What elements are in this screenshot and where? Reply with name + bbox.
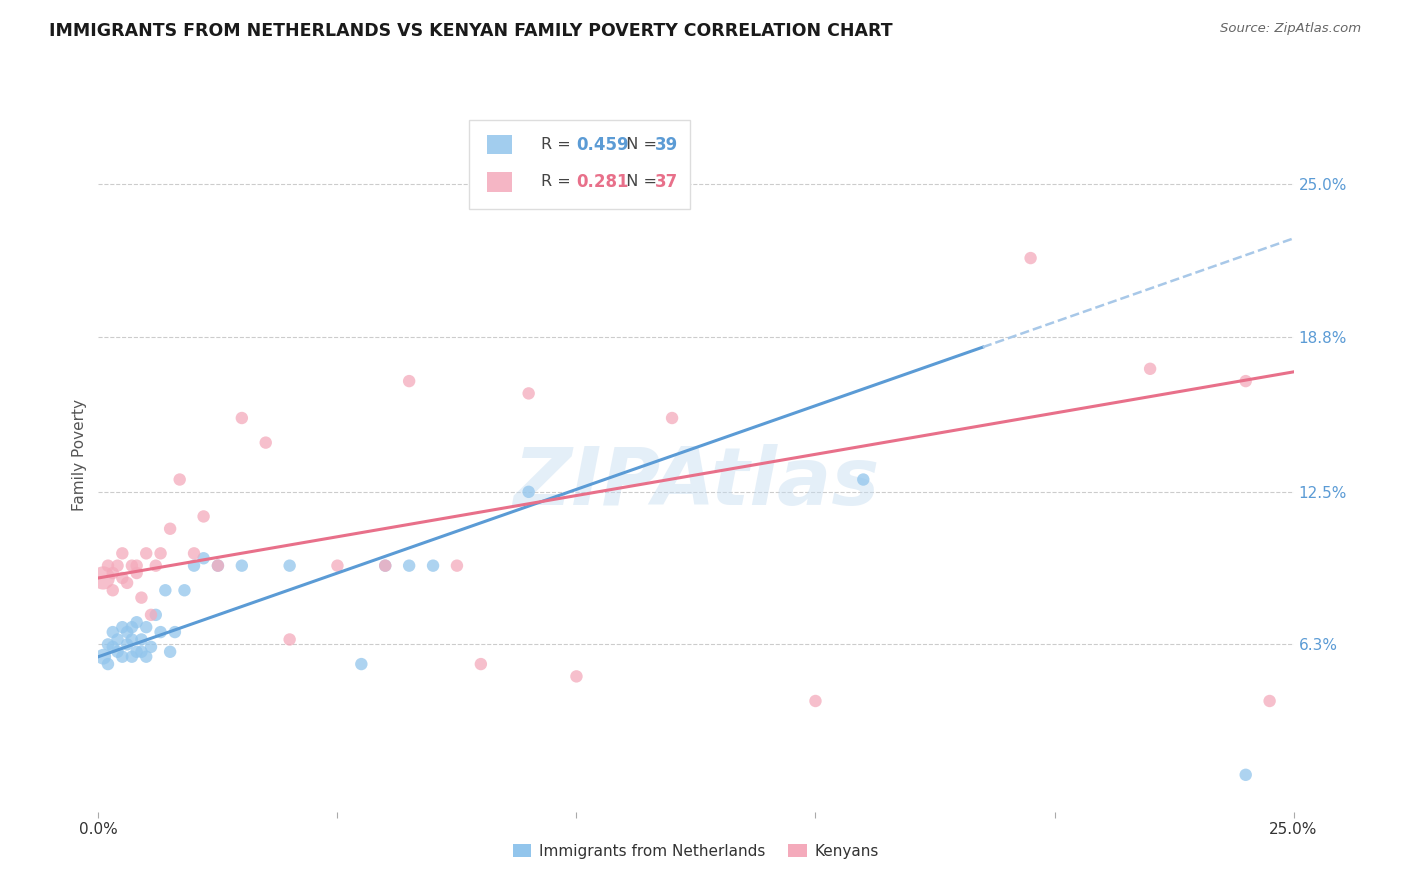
Point (231, 411, 253, 425)
Point (193, 509, 215, 524)
Point (1234, 374, 1257, 388)
Text: ZIPAtlas: ZIPAtlas (513, 444, 879, 523)
Point (517, 484, 540, 499)
Point (139, 640, 162, 654)
Text: N =: N = (616, 137, 662, 152)
Text: IMMIGRANTS FROM NETHERLANDS VS KENYAN FAMILY POVERTY CORRELATION CHART: IMMIGRANTS FROM NETHERLANDS VS KENYAN FA… (49, 22, 893, 40)
Point (125, 645, 148, 659)
Point (115, 575, 138, 590)
Point (350, 657, 373, 671)
Point (111, 649, 134, 664)
Point (231, 558, 253, 573)
Text: 39: 39 (655, 136, 679, 153)
Point (131, 645, 153, 659)
Point (139, 607, 162, 622)
Text: 37: 37 (655, 173, 679, 191)
Point (111, 571, 134, 585)
Point (111, 546, 134, 560)
Point (131, 591, 153, 605)
Point (163, 625, 186, 640)
Point (398, 374, 420, 388)
Point (852, 473, 875, 487)
Point (207, 558, 229, 573)
Point (173, 583, 195, 598)
Point (135, 649, 157, 664)
Point (159, 522, 181, 536)
Point (422, 558, 444, 573)
Point (193, 551, 215, 566)
Point (254, 435, 277, 450)
Point (115, 637, 138, 651)
Point (1234, 768, 1257, 782)
Point (131, 632, 153, 647)
Point (101, 583, 124, 598)
Text: Source: ZipAtlas.com: Source: ZipAtlas.com (1220, 22, 1361, 36)
Legend: Immigrants from Netherlands, Kenyans: Immigrants from Netherlands, Kenyans (508, 838, 884, 864)
Point (107, 632, 129, 647)
Point (125, 566, 148, 580)
Point (804, 694, 827, 708)
Point (207, 558, 229, 573)
Point (565, 669, 588, 683)
Point (121, 649, 143, 664)
Point (107, 645, 129, 659)
Point (121, 558, 143, 573)
Point (145, 558, 167, 573)
Point (125, 558, 148, 573)
Point (398, 558, 420, 573)
Point (101, 625, 124, 640)
Point (155, 583, 177, 598)
Text: 0.459: 0.459 (576, 136, 628, 153)
Point (107, 558, 129, 573)
Point (278, 632, 301, 647)
Point (446, 558, 468, 573)
Text: N =: N = (616, 174, 662, 189)
Point (326, 558, 349, 573)
Point (1019, 251, 1042, 265)
Point (374, 558, 396, 573)
Text: R =: R = (541, 174, 575, 189)
Point (97, 637, 120, 651)
Point (1258, 694, 1281, 708)
Point (1139, 361, 1161, 376)
Point (101, 640, 124, 654)
Point (111, 620, 134, 634)
Point (91, 649, 114, 664)
FancyBboxPatch shape (486, 171, 512, 192)
Point (183, 546, 205, 560)
Point (661, 411, 683, 425)
Point (169, 473, 191, 487)
Point (470, 657, 492, 671)
Point (517, 386, 540, 401)
Point (97, 558, 120, 573)
Point (135, 620, 157, 634)
Point (125, 615, 148, 630)
Point (149, 625, 172, 640)
Point (145, 607, 167, 622)
Point (121, 620, 143, 634)
Point (183, 558, 205, 573)
Point (91, 571, 114, 585)
Point (115, 625, 138, 640)
Point (374, 558, 396, 573)
Point (97, 657, 120, 671)
Point (278, 558, 301, 573)
Y-axis label: Family Poverty: Family Poverty (72, 399, 87, 511)
Point (149, 546, 172, 560)
Point (121, 632, 143, 647)
Point (101, 566, 124, 580)
FancyBboxPatch shape (470, 120, 690, 209)
Text: 0.281: 0.281 (576, 173, 628, 191)
Point (135, 546, 157, 560)
FancyBboxPatch shape (486, 135, 512, 154)
Point (159, 645, 181, 659)
Text: R =: R = (541, 137, 575, 152)
